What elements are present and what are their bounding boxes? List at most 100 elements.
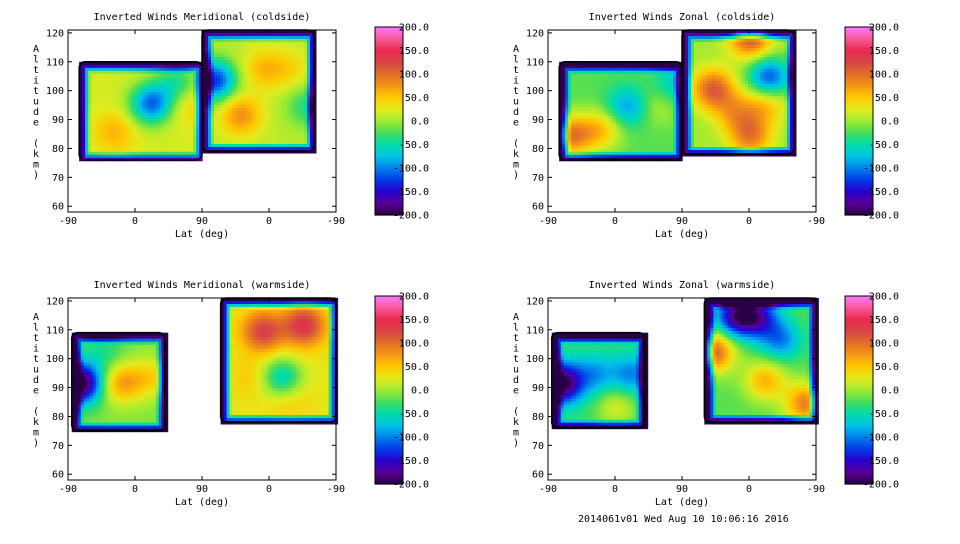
field-cell (154, 107, 158, 111)
field-cell (265, 132, 269, 136)
field-cell (247, 51, 251, 55)
field-cell (226, 96, 230, 100)
field-cell (691, 51, 695, 55)
field-cell (571, 101, 575, 105)
field-cell (142, 68, 146, 72)
field-cell (622, 74, 626, 78)
field-cell (283, 114, 287, 118)
field-cell (301, 141, 305, 145)
field-cell (703, 123, 707, 127)
field-cell (595, 107, 599, 111)
field-cell (307, 39, 311, 43)
field-cell (295, 78, 299, 82)
field-cell (241, 117, 245, 121)
field-cell (175, 77, 179, 81)
field-cell (607, 98, 611, 102)
field-cell (634, 137, 638, 141)
field-cell (655, 65, 659, 69)
field-cell (604, 119, 608, 123)
field-cell (706, 141, 710, 145)
field-cell (232, 96, 236, 100)
field-cell (694, 120, 698, 124)
field-cell (598, 125, 602, 128)
field-cell (103, 116, 107, 120)
field-cell (256, 81, 260, 85)
field-cell (295, 57, 299, 61)
field-cell (307, 75, 311, 79)
field-cell (307, 114, 311, 118)
field-cell (121, 107, 125, 111)
field-cell (616, 101, 620, 105)
field-cell (568, 149, 572, 153)
field-cell (601, 101, 605, 105)
field-cell (718, 69, 722, 73)
field-cell (136, 77, 140, 81)
field-cell (157, 77, 161, 81)
field-cell (694, 132, 698, 136)
field-cell (685, 123, 689, 127)
field-cell (283, 108, 287, 112)
field-cell (256, 42, 260, 46)
field-cell (265, 81, 269, 85)
field-cell (721, 129, 725, 133)
field-cell (217, 42, 221, 46)
field-cell (118, 155, 122, 159)
field-cell (133, 89, 137, 93)
field-cell (217, 123, 221, 127)
field-cell (157, 71, 161, 75)
field-cell (151, 68, 155, 72)
field-cell (712, 72, 716, 76)
field-cell (193, 134, 197, 138)
field-cell (169, 137, 173, 141)
field-cell (691, 84, 695, 88)
field-cell (622, 107, 626, 111)
field-cell (268, 120, 272, 124)
field-cell (118, 110, 122, 114)
field-cell (694, 78, 698, 82)
field-cell (718, 141, 722, 145)
field-cell (616, 113, 620, 117)
field-cell (712, 147, 716, 151)
field-cell (664, 128, 668, 131)
field-cell (289, 147, 293, 151)
field-cell (154, 74, 158, 78)
field-cell (295, 66, 299, 70)
field-cell (220, 75, 224, 79)
field-cell (253, 129, 257, 133)
field-cell (709, 57, 713, 61)
field-cell (298, 120, 302, 124)
field-cell (718, 114, 722, 118)
field-cell (292, 117, 296, 121)
field-cell (589, 86, 593, 90)
field-cell (301, 69, 305, 73)
field-cell (160, 119, 164, 123)
field-cell (646, 122, 650, 126)
field-cell (661, 95, 665, 99)
field-cell (94, 143, 98, 147)
field-cell (643, 80, 647, 84)
field-cell (247, 144, 251, 148)
field-cell (700, 66, 704, 70)
field-cell (265, 105, 269, 109)
field-cell (307, 36, 311, 40)
field-cell (118, 149, 122, 153)
field-cell (610, 101, 614, 105)
field-cell (625, 134, 629, 138)
field-cell (565, 83, 569, 87)
field-cell (304, 81, 308, 85)
field-cell (709, 120, 713, 124)
field-cell (718, 108, 722, 112)
field-cell (88, 113, 92, 117)
field-cell (196, 149, 200, 153)
field-cell (706, 69, 710, 73)
field-cell (253, 72, 257, 76)
field-cell (289, 39, 293, 43)
field-cell (247, 114, 251, 118)
field-cell (295, 51, 299, 55)
field-cell (721, 69, 725, 73)
field-cell (622, 155, 626, 159)
field-cell (685, 129, 689, 133)
field-cell (634, 125, 638, 128)
field-cell (94, 131, 98, 135)
field-cell (211, 54, 215, 58)
